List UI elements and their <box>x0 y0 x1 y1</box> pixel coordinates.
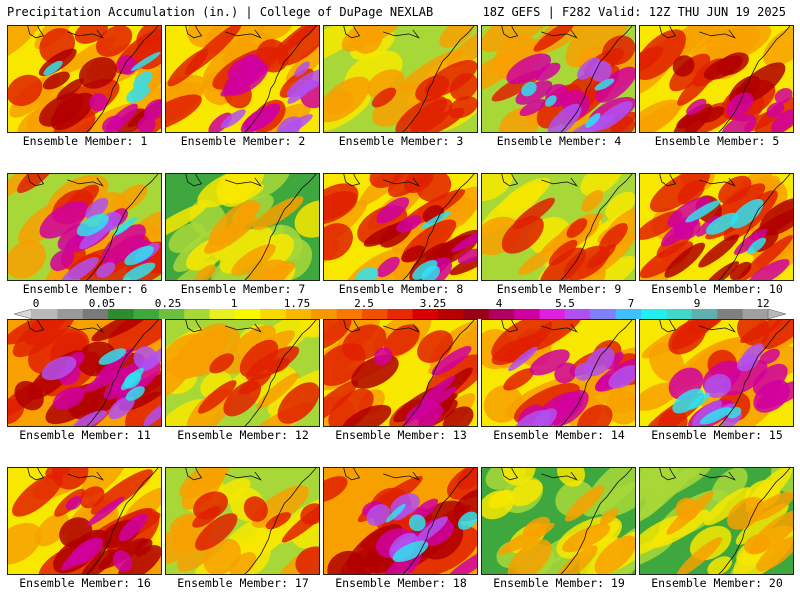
colorbar-bin <box>260 309 287 319</box>
colorbar-bin <box>336 309 363 319</box>
ensemble-map-7 <box>165 173 320 281</box>
ensemble-member-label: Ensemble Member: 8 <box>338 282 464 296</box>
colorbar-bin <box>691 309 718 319</box>
colorbar-bin <box>82 309 109 319</box>
ensemble-member-label: Ensemble Member: 10 <box>651 282 783 296</box>
ensemble-map-20 <box>639 467 794 575</box>
colorbar-tick-label: 1 <box>230 297 238 310</box>
colorbar-bin <box>742 309 769 319</box>
ensemble-member-label: Ensemble Member: 6 <box>22 282 148 296</box>
colorbar-bin <box>717 309 744 319</box>
ensemble-map-18 <box>323 467 478 575</box>
colorbar-tick-label: 3.25 <box>419 297 447 310</box>
colorbar-bin <box>463 309 490 319</box>
colorbar-bin <box>615 309 642 319</box>
ensemble-member-label: Ensemble Member: 18 <box>335 576 467 590</box>
colorbar-bin <box>108 309 135 319</box>
ensemble-map-16 <box>7 467 162 575</box>
ensemble-map-5 <box>639 25 794 133</box>
colorbar-bin <box>590 309 617 319</box>
ensemble-member-label: Ensemble Member: 15 <box>651 428 783 442</box>
colorbar-bin <box>564 309 591 319</box>
colorbar-bin <box>666 309 693 319</box>
ensemble-member-label: Ensemble Member: 13 <box>335 428 467 442</box>
colorbar-tick-label: 1.75 <box>283 297 311 310</box>
colorbar-bin <box>285 309 312 319</box>
colorbar-tick-label: 5.5 <box>555 297 575 310</box>
ensemble-map-8 <box>323 173 478 281</box>
colorbar-bin <box>412 309 439 319</box>
ensemble-member-label: Ensemble Member: 3 <box>338 134 464 148</box>
ensemble-map-19 <box>481 467 636 575</box>
ensemble-member-label: Ensemble Member: 20 <box>651 576 783 590</box>
run-valid-time: 18Z GEFS | F282 Valid: 12Z THU JUN 19 20… <box>482 5 786 19</box>
ensemble-member-label: Ensemble Member: 16 <box>19 576 151 590</box>
precip-colorbar <box>14 309 786 319</box>
map-title: Precipitation Accumulation (in.) | Colle… <box>7 5 434 19</box>
colorbar-bin <box>539 309 566 319</box>
ensemble-map-14 <box>481 319 636 427</box>
colorbar-bin <box>438 309 464 319</box>
colorbar-bin <box>184 309 211 319</box>
ensemble-map-2 <box>165 25 320 133</box>
colorbar-tick-label: 2.5 <box>354 297 374 310</box>
ensemble-map-1 <box>7 25 162 133</box>
ensemble-map-12 <box>165 319 320 427</box>
ensemble-member-label: Ensemble Member: 11 <box>19 428 151 442</box>
ensemble-map-9 <box>481 173 636 281</box>
ensemble-map-10 <box>639 173 794 281</box>
ensemble-map-17 <box>165 467 320 575</box>
ensemble-member-label: Ensemble Member: 5 <box>654 134 780 148</box>
colorbar-tick-label: 9 <box>693 297 701 310</box>
colorbar-bin <box>235 309 261 319</box>
colorbar-bin <box>361 309 388 319</box>
colorbar-low-arrow <box>14 309 33 319</box>
ensemble-member-label: Ensemble Member: 7 <box>180 282 306 296</box>
ensemble-member-label: Ensemble Member: 19 <box>493 576 625 590</box>
colorbar-bin <box>32 309 58 319</box>
colorbar-tick-label: 4 <box>495 297 503 310</box>
colorbar-bin <box>488 309 515 319</box>
ensemble-map-6 <box>7 173 162 281</box>
ensemble-map-11 <box>7 319 162 427</box>
colorbar-tick-label: 0.05 <box>88 297 116 310</box>
colorbar-tick-label: 0.25 <box>154 297 182 310</box>
colorbar-bin <box>209 309 236 319</box>
ensemble-member-label: Ensemble Member: 4 <box>496 134 622 148</box>
colorbar-tick-label: 0 <box>32 297 40 310</box>
colorbar-tick-label: 12 <box>756 297 770 310</box>
colorbar-high-arrow <box>767 309 786 319</box>
ensemble-member-label: Ensemble Member: 2 <box>180 134 306 148</box>
colorbar-bin <box>311 309 338 319</box>
colorbar-bin <box>514 309 541 319</box>
colorbar-bin <box>158 309 185 319</box>
ensemble-map-4 <box>481 25 636 133</box>
colorbar-bin <box>641 309 667 319</box>
ensemble-map-13 <box>323 319 478 427</box>
colorbar-bin <box>57 309 84 319</box>
ensemble-map-3 <box>323 25 478 133</box>
colorbar-bin <box>387 309 414 319</box>
colorbar-tick-label: 7 <box>627 297 635 310</box>
colorbar-bin <box>133 309 160 319</box>
ensemble-member-label: Ensemble Member: 1 <box>22 134 148 148</box>
ensemble-member-label: Ensemble Member: 9 <box>496 282 622 296</box>
ensemble-member-label: Ensemble Member: 14 <box>493 428 625 442</box>
ensemble-member-label: Ensemble Member: 12 <box>177 428 309 442</box>
ensemble-map-15 <box>639 319 794 427</box>
ensemble-member-label: Ensemble Member: 17 <box>177 576 309 590</box>
